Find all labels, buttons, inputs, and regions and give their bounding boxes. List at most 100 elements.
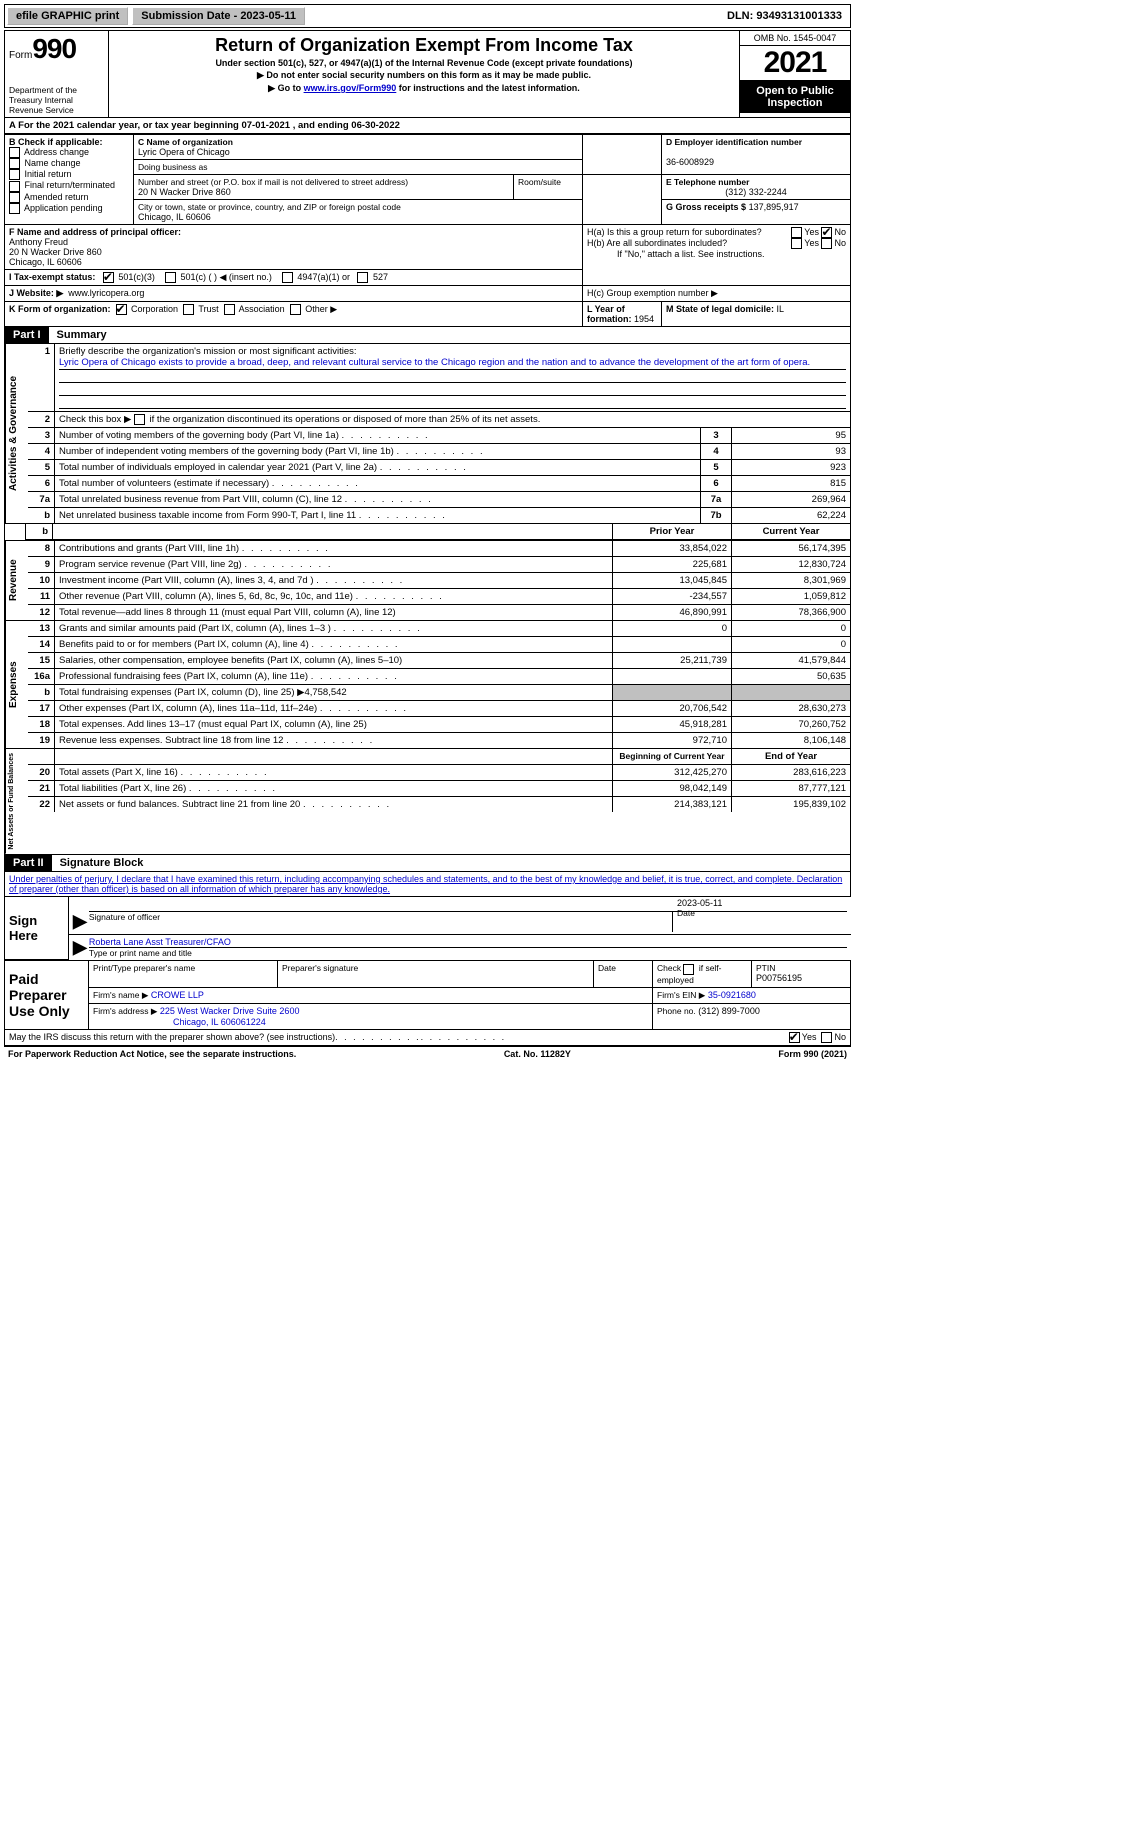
sign-here-label: Sign Here: [5, 897, 69, 960]
spacer-cell-2: [583, 175, 662, 225]
line-2: Check this box ▶ if the organization dis…: [55, 412, 851, 428]
line-k: K Form of organization: Corporation Trus…: [5, 302, 583, 327]
checkbox-other[interactable]: [290, 304, 301, 315]
form-subtitle: Under section 501(c), 527, or 4947(a)(1)…: [113, 58, 735, 68]
checkbox-amended[interactable]: [9, 192, 20, 203]
table-row: 8Contributions and grants (Part VIII, li…: [28, 541, 850, 557]
table-row: 7aTotal unrelated business revenue from …: [28, 492, 850, 508]
table-row: 9Program service revenue (Part VIII, lin…: [28, 557, 850, 573]
table-row: 20Total assets (Part X, line 16) 312,425…: [28, 765, 850, 781]
governance-table: 1 Briefly describe the organization's mi…: [28, 344, 850, 523]
line-m: M State of legal domicile: IL: [662, 302, 851, 327]
box-h: H(a) Is this a group return for subordin…: [583, 225, 851, 286]
part-i-title: Summary: [49, 329, 107, 341]
checkbox-name-change[interactable]: [9, 158, 20, 169]
line-a: A For the 2021 calendar year, or tax yea…: [4, 118, 851, 134]
checkbox-501c[interactable]: [165, 272, 176, 283]
table-row: bTotal fundraising expenses (Part IX, co…: [28, 685, 850, 701]
irs-link[interactable]: www.irs.gov/Form990: [304, 83, 397, 93]
checkbox-initial-return[interactable]: [9, 169, 20, 180]
checkbox-hb-yes[interactable]: [791, 238, 802, 249]
current-year-header: Current Year: [732, 524, 851, 540]
table-row: 11Other revenue (Part VIII, column (A), …: [28, 589, 850, 605]
checkbox-ha-no[interactable]: [821, 227, 832, 238]
net-table: Beginning of Current YearEnd of Year 20T…: [28, 749, 850, 812]
checkbox-address-change[interactable]: [9, 147, 20, 158]
checkbox-discontinued[interactable]: [134, 414, 145, 425]
checkbox-discuss-yes[interactable]: [789, 1032, 800, 1043]
arrow-icon: ▶: [73, 911, 87, 932]
checkbox-self-employed[interactable]: [683, 964, 694, 975]
part-i-header: Part I: [5, 327, 49, 343]
discuss-row: May the IRS discuss this return with the…: [4, 1030, 851, 1046]
instr-2: ▶ Go to www.irs.gov/Form990 for instruct…: [113, 83, 735, 94]
checkbox-hb-no[interactable]: [821, 238, 832, 249]
box-g: G Gross receipts $ 137,895,917: [662, 200, 851, 225]
table-row: 21Total liabilities (Part X, line 26) 98…: [28, 781, 850, 797]
vert-net: Net Assets or Fund Balances: [5, 749, 28, 854]
spacer-cell: [583, 135, 662, 175]
part-i-bar: Part I Summary: [4, 327, 851, 344]
tax-year: 2021: [740, 46, 850, 81]
box-c-suite: Room/suite: [514, 175, 583, 200]
checkbox-trust[interactable]: [183, 304, 194, 315]
checkbox-4947[interactable]: [282, 272, 293, 283]
dept-label: Department of the Treasury Internal Reve…: [9, 85, 104, 115]
checkbox-pending[interactable]: [9, 203, 20, 214]
vert-expenses: Expenses: [5, 621, 28, 748]
form-label: Form: [9, 50, 32, 61]
checkbox-discuss-no[interactable]: [821, 1032, 832, 1043]
form-title: Return of Organization Exempt From Incom…: [113, 35, 735, 56]
header-center: Return of Organization Exempt From Incom…: [109, 31, 740, 117]
box-f: F Name and address of principal officer:…: [5, 225, 583, 270]
line-1: Briefly describe the organization's miss…: [55, 344, 851, 412]
checkbox-527[interactable]: [357, 272, 368, 283]
box-c-city: City or town, state or province, country…: [134, 200, 583, 225]
checkbox-501c3[interactable]: [103, 272, 114, 283]
form-number: 990: [32, 33, 76, 65]
table-row: 4Number of independent voting members of…: [28, 444, 850, 460]
perjury-text: Under penalties of perjury, I declare th…: [4, 872, 851, 897]
table-row: 3Number of voting members of the governi…: [28, 428, 850, 444]
arrow-icon: ▶: [73, 937, 87, 958]
top-bar: efile GRAPHIC print Submission Date - 20…: [4, 4, 851, 28]
line-hc: H(c) Group exemption number ▶: [583, 286, 851, 302]
table-row: 10Investment income (Part VIII, column (…: [28, 573, 850, 589]
spacer: [5, 524, 26, 540]
form-header: Form 990 Department of the Treasury Inte…: [4, 30, 851, 118]
open-inspection: Open to Public Inspection: [740, 81, 850, 113]
checkbox-assoc[interactable]: [224, 304, 235, 315]
vert-revenue: Revenue: [5, 541, 28, 620]
table-row: 18Total expenses. Add lines 13–17 (must …: [28, 717, 850, 733]
checkbox-corp[interactable]: [116, 304, 127, 315]
prior-year-header: Prior Year: [613, 524, 732, 540]
dln-label: DLN: 93493131001333: [727, 10, 850, 22]
footer-left: For Paperwork Reduction Act Notice, see …: [8, 1049, 296, 1059]
box-c-street: Number and street (or P.O. box if mail i…: [134, 175, 514, 200]
header-left: Form 990 Department of the Treasury Inte…: [5, 31, 109, 117]
line-i: I Tax-exempt status: 501(c)(3) 501(c) ( …: [5, 270, 583, 286]
box-b: B Check if applicable: Address change Na…: [5, 135, 134, 225]
org-info-table: B Check if applicable: Address change Na…: [4, 134, 851, 327]
efile-print-button[interactable]: efile GRAPHIC print: [7, 7, 128, 25]
paid-preparer-table: Paid Preparer Use Only Print/Type prepar…: [4, 960, 851, 1029]
table-row: 5Total number of individuals employed in…: [28, 460, 850, 476]
line-l: L Year of formation: 1954: [583, 302, 662, 327]
checkbox-ha-yes[interactable]: [791, 227, 802, 238]
table-row: 22Net assets or fund balances. Subtract …: [28, 797, 850, 813]
submission-date-button[interactable]: Submission Date - 2023-05-11: [132, 7, 305, 25]
header-right: OMB No. 1545-0047 2021 Open to Public In…: [740, 31, 850, 117]
checkbox-final-return[interactable]: [9, 181, 20, 192]
revenue-table: 8Contributions and grants (Part VIII, li…: [28, 541, 850, 620]
line-j: J Website: ▶ www.lyricopera.org: [5, 286, 583, 302]
table-row: 15Salaries, other compensation, employee…: [28, 653, 850, 669]
vert-governance: Activities & Governance: [5, 344, 28, 523]
table-row: 17Other expenses (Part IX, column (A), l…: [28, 701, 850, 717]
table-row: 19Revenue less expenses. Subtract line 1…: [28, 733, 850, 749]
table-row: 13Grants and similar amounts paid (Part …: [28, 621, 850, 637]
paid-preparer-label: Paid Preparer Use Only: [5, 961, 89, 1029]
instr-1: ▶ Do not enter social security numbers o…: [113, 70, 735, 81]
footer-center: Cat. No. 11282Y: [504, 1049, 571, 1059]
table-row: bNet unrelated business taxable income f…: [28, 508, 850, 524]
omb-number: OMB No. 1545-0047: [740, 31, 850, 46]
